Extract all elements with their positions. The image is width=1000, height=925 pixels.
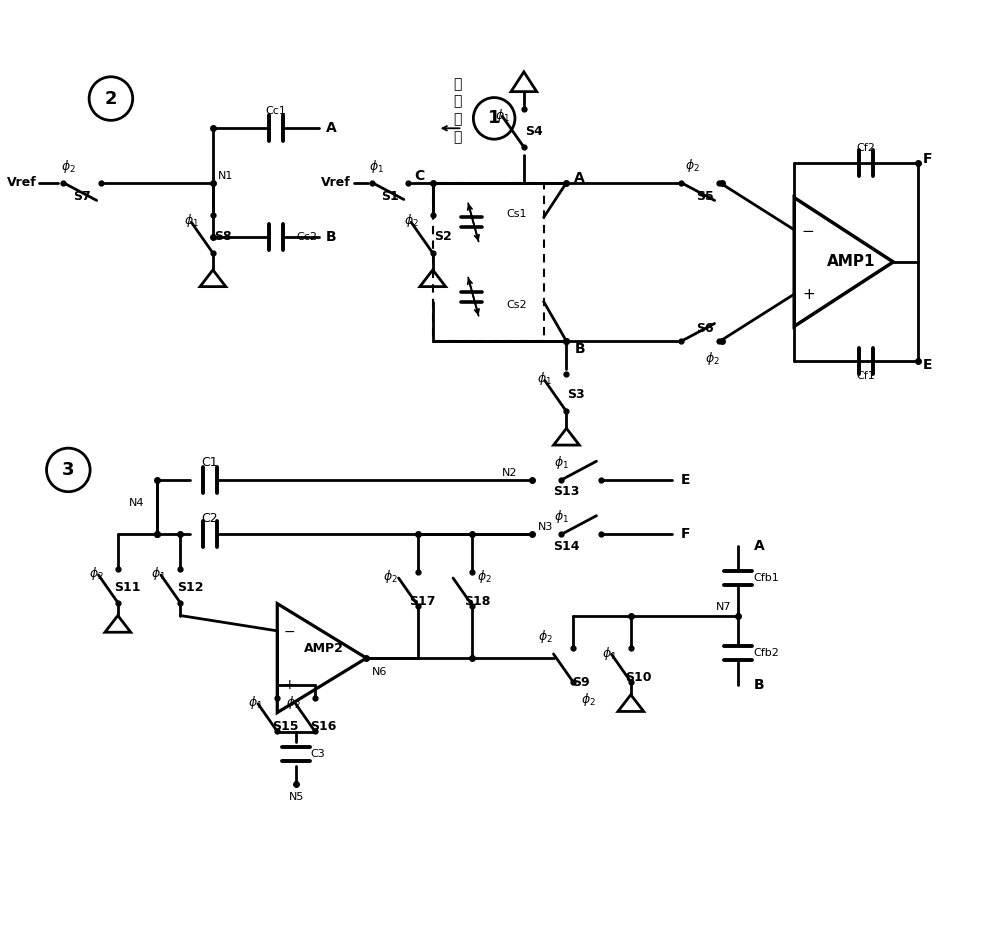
Text: Cc1: Cc1: [266, 106, 287, 117]
Text: $\phi_1$: $\phi_1$: [248, 694, 263, 711]
Text: $\phi_1$: $\phi_1$: [554, 508, 569, 525]
Text: N5: N5: [288, 792, 304, 802]
Text: N3: N3: [538, 523, 553, 533]
Text: N4: N4: [129, 498, 145, 508]
Text: S7: S7: [73, 191, 91, 204]
Text: S6: S6: [696, 322, 714, 335]
Text: $\phi_2$: $\phi_2$: [383, 568, 398, 586]
Text: $\phi_2$: $\phi_2$: [286, 694, 301, 711]
Text: B: B: [326, 230, 336, 244]
Text: $-$: $-$: [801, 222, 815, 238]
Text: S13: S13: [553, 486, 580, 499]
Text: $\phi_2$: $\phi_2$: [404, 212, 418, 228]
Text: 计: 计: [453, 130, 462, 144]
Text: $\phi_2$: $\phi_2$: [89, 565, 103, 583]
Text: B: B: [574, 342, 585, 356]
Text: S16: S16: [310, 720, 336, 733]
Text: A: A: [574, 171, 585, 185]
Text: S18: S18: [464, 595, 491, 608]
Text: S3: S3: [568, 388, 585, 401]
Text: S4: S4: [525, 125, 543, 138]
Text: S12: S12: [177, 581, 203, 594]
Text: F: F: [923, 152, 933, 166]
Text: 1: 1: [488, 109, 500, 128]
Text: C1: C1: [202, 457, 218, 470]
Text: Cs2: Cs2: [506, 300, 527, 310]
Text: S8: S8: [214, 229, 232, 242]
Text: $\phi_2$: $\phi_2$: [61, 158, 76, 176]
Text: $\phi_2$: $\phi_2$: [538, 628, 553, 645]
Text: N1: N1: [218, 171, 233, 180]
Text: $\phi_2$: $\phi_2$: [705, 350, 719, 366]
Text: E: E: [923, 358, 933, 372]
Text: S1: S1: [381, 191, 399, 204]
Text: $+$: $+$: [283, 678, 295, 692]
Text: 加: 加: [453, 77, 462, 91]
Text: $\phi_2$: $\phi_2$: [685, 157, 700, 175]
Text: $\phi_1$: $\phi_1$: [537, 370, 552, 388]
Text: $+$: $+$: [802, 287, 815, 302]
Text: $\phi_1$: $\phi_1$: [369, 158, 384, 176]
Text: AMP1: AMP1: [827, 254, 876, 269]
Text: S17: S17: [410, 595, 436, 608]
Text: A: A: [326, 121, 337, 135]
Text: Cf2: Cf2: [857, 143, 875, 153]
Bar: [433, 183, 544, 341]
Text: Cfb2: Cfb2: [754, 648, 779, 658]
Text: N6: N6: [372, 667, 388, 677]
Text: S10: S10: [625, 672, 652, 684]
Text: C2: C2: [202, 512, 218, 525]
Text: $\phi_1$: $\phi_1$: [602, 645, 617, 661]
Text: A: A: [754, 539, 764, 553]
Text: AMP2: AMP2: [304, 642, 344, 655]
Text: C: C: [415, 168, 425, 183]
Text: Cs1: Cs1: [506, 209, 527, 219]
Text: $\phi_1$: $\phi_1$: [184, 212, 199, 228]
Text: S14: S14: [553, 539, 580, 552]
Text: Cf1: Cf1: [857, 371, 875, 381]
Text: E: E: [680, 473, 690, 487]
Text: $\phi_2$: $\phi_2$: [477, 568, 492, 586]
Text: Vref: Vref: [7, 177, 37, 190]
Text: N7: N7: [716, 601, 732, 611]
Text: 3: 3: [62, 461, 75, 479]
Text: F: F: [680, 527, 690, 541]
Text: B: B: [754, 678, 764, 692]
Text: $\phi_1$: $\phi_1$: [495, 107, 510, 124]
Text: 度: 度: [453, 112, 462, 127]
Text: 2: 2: [105, 90, 117, 107]
Text: S5: S5: [696, 191, 714, 204]
Text: Vref: Vref: [321, 177, 351, 190]
Text: S15: S15: [272, 720, 298, 733]
Text: C3: C3: [310, 749, 325, 759]
Text: S11: S11: [114, 581, 141, 594]
Text: 速: 速: [453, 94, 462, 108]
Text: $\phi_1$: $\phi_1$: [151, 565, 166, 583]
Text: S2: S2: [434, 229, 452, 242]
Text: Cc2: Cc2: [296, 232, 317, 242]
Text: S9: S9: [572, 676, 590, 689]
Text: $\phi_1$: $\phi_1$: [554, 454, 569, 472]
Text: Cfb1: Cfb1: [754, 573, 779, 583]
Text: N2: N2: [501, 468, 517, 478]
Text: $-$: $-$: [283, 623, 295, 638]
Text: $\phi_2$: $\phi_2$: [581, 691, 596, 709]
